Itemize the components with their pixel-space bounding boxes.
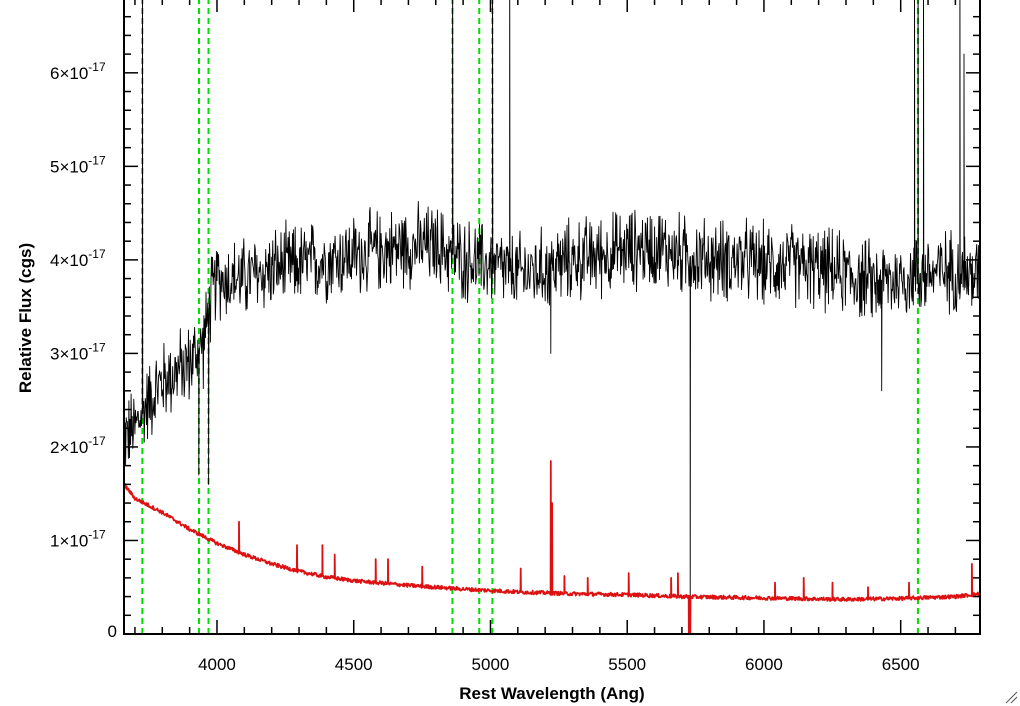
x-tick-label: 4000 — [198, 655, 236, 674]
x-tick-label: 6000 — [745, 655, 783, 674]
x-tick-label: 4500 — [335, 655, 373, 674]
y-axis-label: Relative Flux (cgs) — [16, 243, 35, 393]
y-tick-label: 2×10-17 — [50, 434, 106, 457]
spectrum-series — [124, 0, 980, 634]
x-tick-labels: 4000 4500 5000 5500 6000 6500 — [198, 655, 920, 674]
x-axis-label: Rest Wavelength (Ang) — [459, 684, 644, 703]
x-tick-label: 6500 — [882, 655, 920, 674]
y-tick-label: 0 — [108, 622, 117, 641]
y-tick-labels: 0 1×10-17 2×10-17 3×10-17 4×10-17 5×10-17 6×10… — [50, 60, 117, 641]
y-tick-label: 1×10-17 — [50, 527, 106, 550]
series-line-1 — [124, 460, 980, 634]
axis-ticks — [124, 0, 980, 635]
x-tick-label: 5500 — [608, 655, 646, 674]
y-tick-label: 4×10-17 — [50, 247, 106, 270]
y-tick-label: 5×10-17 — [50, 153, 106, 176]
resize-grip-icon[interactable] — [1004, 690, 1018, 704]
y-tick-label: 3×10-17 — [50, 340, 106, 363]
x-tick-label: 5000 — [472, 655, 510, 674]
emission-line-markers — [141, 0, 919, 634]
series-line-0 — [124, 0, 980, 634]
y-tick-label: 6×10-17 — [50, 60, 106, 83]
